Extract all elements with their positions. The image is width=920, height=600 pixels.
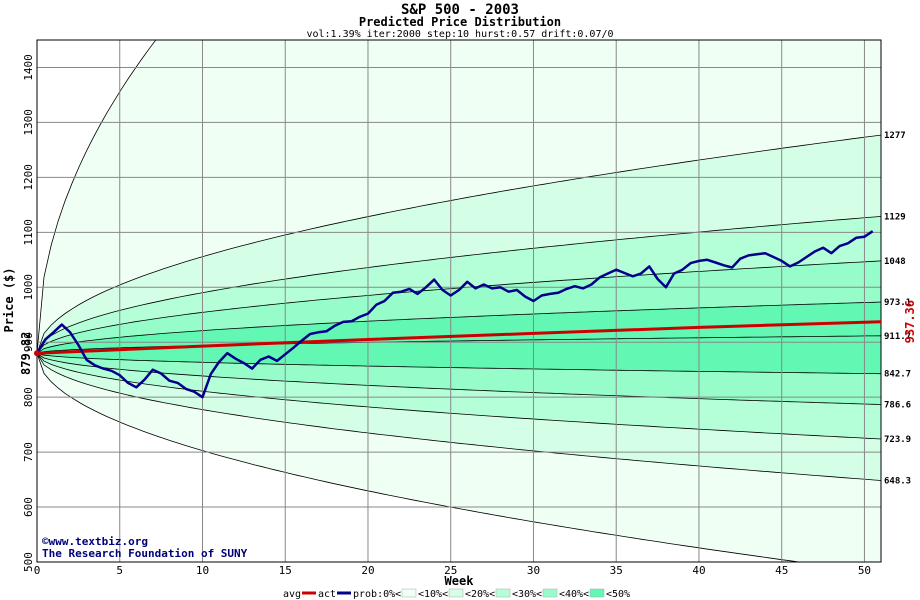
probability-band bbox=[37, 353, 881, 562]
quantile-curve bbox=[37, 260, 881, 354]
quantile-curve bbox=[37, 301, 881, 354]
legend-band-swatch bbox=[495, 588, 511, 598]
y-tick-label: 1300 bbox=[22, 109, 35, 136]
legend-prob-label: <30%< bbox=[512, 589, 542, 600]
quantile-curve bbox=[37, 134, 881, 354]
legend-prob-label: <20%< bbox=[465, 589, 495, 600]
x-tick-label: 50 bbox=[858, 564, 871, 577]
x-tick-label: 40 bbox=[692, 564, 705, 577]
x-tick-label: 15 bbox=[279, 564, 292, 577]
x-tick-label: 20 bbox=[361, 564, 374, 577]
y-tick-label: 1100 bbox=[22, 219, 35, 246]
y-tick-label: 800 bbox=[22, 387, 35, 407]
y-tick-label: 1000 bbox=[22, 274, 35, 301]
legend-prob-label: <10%< bbox=[418, 589, 448, 600]
quantile-end-label: 842.7 bbox=[884, 370, 911, 380]
credit-block: ©www.textbiz.org The Research Foundation… bbox=[42, 535, 248, 560]
quantile-curve bbox=[37, 216, 881, 354]
probability-band bbox=[37, 216, 881, 354]
credit-organization: The Research Foundation of SUNY bbox=[42, 547, 248, 560]
legend: avg act prob:0%< <10%< <20%< <30%< <40%< <50% bbox=[283, 588, 630, 600]
plot-frame bbox=[36, 39, 882, 563]
legend-avg-label: avg bbox=[283, 589, 301, 600]
chart-title: S&P 500 - 2003 bbox=[401, 2, 519, 18]
avg-series-line bbox=[37, 320, 881, 355]
probability-band bbox=[37, 135, 881, 354]
x-tick-label: 0 bbox=[34, 564, 41, 577]
quantile-curve bbox=[37, 352, 881, 375]
y-tick-label: 700 bbox=[22, 442, 35, 462]
plot-area: 0 5 10 15 20 25 30 35 40 45 50 500 600 700 800 900 1000 1… bbox=[19, 39, 917, 577]
y-tick-label: 900 bbox=[22, 332, 35, 352]
start-point bbox=[34, 350, 40, 357]
quantile-curve bbox=[37, 352, 881, 405]
start-price-label: 879.82 bbox=[19, 332, 33, 375]
end-avg-label: 937.36 bbox=[903, 300, 917, 343]
quantile-curve bbox=[37, 353, 881, 481]
x-tick-label: 35 bbox=[610, 564, 623, 577]
probability-band bbox=[37, 353, 881, 439]
legend-band-swatch bbox=[401, 588, 417, 598]
probability-band bbox=[37, 353, 881, 481]
x-tick-label: 25 bbox=[444, 564, 457, 577]
quantile-end-label: 1129 bbox=[884, 212, 906, 222]
credit-website: ©www.textbiz.org bbox=[42, 535, 148, 548]
legend-band-swatch bbox=[448, 588, 464, 598]
quantile-end-label: 911.7 bbox=[884, 332, 911, 342]
legend-prob-label: prob:0%< bbox=[353, 589, 401, 600]
act-series-line bbox=[37, 230, 874, 399]
probability-band bbox=[37, 302, 881, 354]
quantile-curve bbox=[37, 353, 881, 440]
y-tick-label: 1400 bbox=[22, 54, 35, 81]
x-axis-label: Week bbox=[445, 574, 475, 588]
quantile-end-label: 1048 bbox=[884, 257, 906, 267]
x-tick-label: 10 bbox=[196, 564, 209, 577]
quantile-end-label: 723.9 bbox=[884, 435, 911, 445]
legend-act-label: act bbox=[318, 589, 336, 600]
y-tick-label: 600 bbox=[22, 497, 35, 517]
legend-band-swatch bbox=[542, 588, 558, 598]
quantile-end-label: 786.6 bbox=[884, 401, 911, 411]
legend-prob-label: <40%< bbox=[559, 589, 589, 600]
quantile-end-label: 648.3 bbox=[884, 477, 911, 487]
legend-prob-label: <50% bbox=[606, 589, 630, 600]
legend-band-swatch bbox=[589, 588, 605, 598]
chart-params: vol:1.39% iter:2000 step:10 hurst:0.57 d… bbox=[306, 29, 613, 40]
probability-band bbox=[37, 40, 881, 354]
quantile-end-label: 973.1 bbox=[884, 298, 911, 308]
x-tick-label: 30 bbox=[527, 564, 540, 577]
y-tick-label: 500 bbox=[22, 552, 35, 572]
quantile-curve bbox=[37, 353, 802, 562]
x-tick-label: 45 bbox=[775, 564, 788, 577]
x-tick-label: 5 bbox=[116, 564, 123, 577]
probability-band bbox=[37, 260, 881, 354]
chart-subtitle: Predicted Price Distribution bbox=[359, 15, 561, 29]
quantile-end-label: 1277 bbox=[884, 131, 906, 141]
y-tick-label: 1200 bbox=[22, 164, 35, 191]
y-axis-label: Price ($) bbox=[2, 267, 16, 332]
